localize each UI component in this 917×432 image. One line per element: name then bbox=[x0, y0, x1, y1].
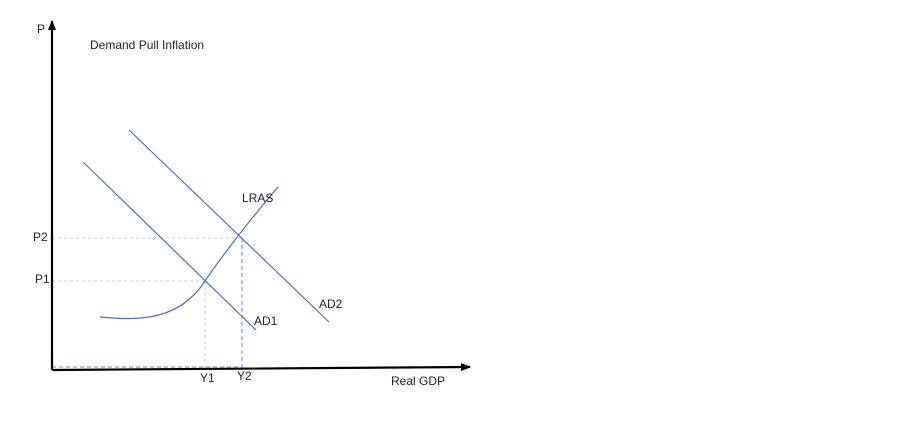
y1-label: Y1 bbox=[200, 371, 215, 385]
p2-label: P2 bbox=[33, 230, 48, 244]
x-axis-label: Real GDP bbox=[391, 374, 445, 388]
lras-label: LRAS bbox=[242, 191, 273, 205]
ad1-curve bbox=[82, 161, 257, 331]
x-axis bbox=[51, 363, 471, 372]
y2-label: Y2 bbox=[237, 369, 252, 383]
ad2-curve bbox=[128, 129, 330, 323]
ad2-label: AD2 bbox=[319, 297, 343, 311]
lras-curve bbox=[99, 186, 279, 320]
y-axis-label: P bbox=[37, 22, 45, 36]
diagram-title: Demand Pull Inflation bbox=[90, 38, 204, 52]
ad1-label: AD1 bbox=[254, 314, 278, 328]
p1-label: P1 bbox=[35, 272, 50, 286]
